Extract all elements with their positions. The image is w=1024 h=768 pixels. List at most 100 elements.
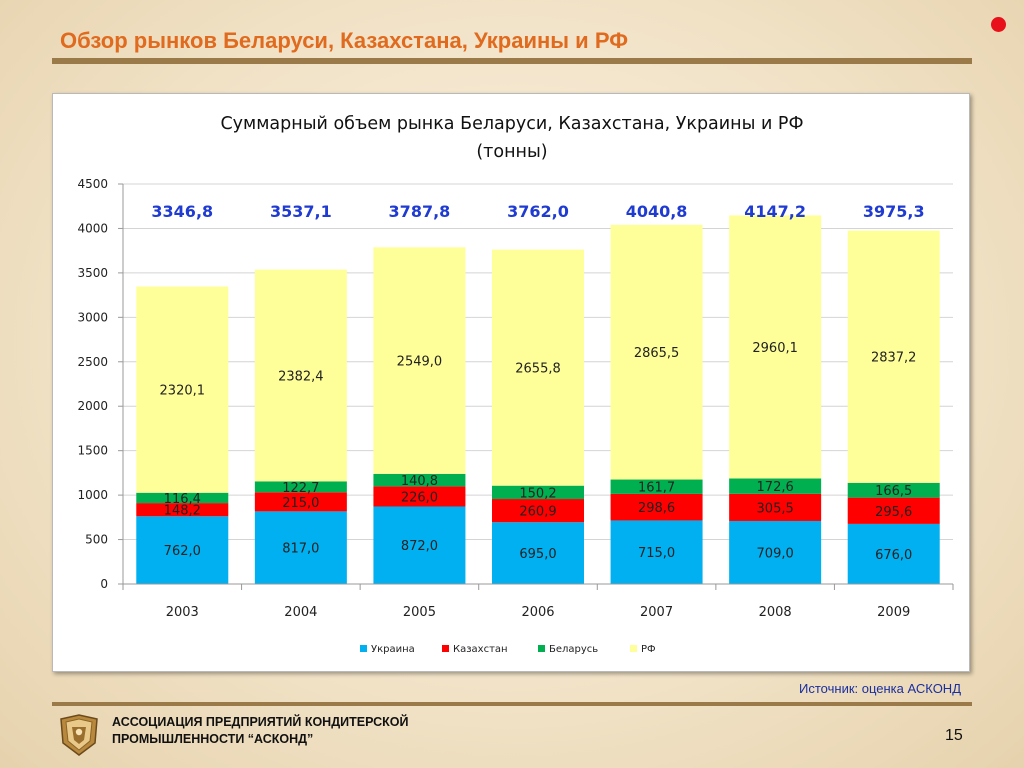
data-label: 817,0	[282, 542, 319, 557]
total-label: 3346,8	[151, 202, 213, 221]
bar-segment	[254, 481, 347, 493]
bar-segment	[373, 473, 466, 487]
data-label: 226,0	[401, 490, 438, 505]
slide-title: Обзор рынков Беларуси, Казахстана, Украи…	[60, 28, 628, 53]
legend-label: РФ	[641, 644, 656, 655]
legend-label: Украина	[371, 644, 415, 655]
bar-segment	[610, 224, 703, 480]
legend: Украина Казахстан Беларусь РФ	[360, 644, 656, 655]
data-label: 172,6	[757, 480, 794, 495]
bar-segment	[373, 486, 466, 507]
bar-segment	[610, 520, 703, 584]
x-tick-label: 2004	[284, 605, 317, 620]
chart-panel: Суммарный объем рынка Беларуси, Казахста…	[52, 93, 970, 672]
y-tick-label: 0	[100, 577, 108, 591]
data-label: 150,2	[519, 486, 556, 501]
y-tick-label: 4500	[77, 177, 108, 191]
legend-label: Казахстан	[453, 644, 508, 655]
bar-segment	[729, 478, 822, 494]
data-label: 2865,5	[634, 346, 680, 361]
total-label: 4040,8	[626, 202, 688, 221]
footer-divider	[52, 702, 972, 706]
data-label: 709,0	[757, 546, 794, 561]
y-tick-label: 1500	[77, 444, 108, 458]
total-label: 3975,3	[863, 202, 925, 221]
data-label: 148,2	[164, 504, 201, 519]
askond-logo-icon	[60, 714, 98, 756]
y-tick-label: 2000	[77, 399, 108, 413]
total-label: 4147,2	[744, 202, 806, 221]
bar-segment	[492, 522, 584, 584]
bar-segment	[847, 523, 940, 584]
y-axis-ticks: 0 500 1000 1500 2000 2500 3000 3500 4000 4500	[77, 177, 124, 591]
x-tick-label: 2003	[166, 605, 199, 620]
data-label: 2960,1	[752, 341, 798, 356]
data-label: 116,4	[164, 492, 201, 507]
x-tick-label: 2008	[759, 605, 792, 620]
bar-segment	[136, 492, 229, 504]
bar-segment	[373, 506, 466, 584]
bar-segment	[136, 516, 229, 584]
bar-segment	[729, 215, 822, 479]
data-label: 695,0	[519, 547, 556, 562]
legend-swatch	[442, 645, 449, 652]
data-label: 260,9	[519, 505, 556, 520]
chart-title-line1: Суммарный объем рынка Беларуси, Казахста…	[220, 114, 803, 134]
bar-segment	[373, 247, 466, 474]
data-label: 295,6	[875, 505, 912, 520]
bar-segment	[729, 520, 822, 584]
footer-org-line2: ПРОМЫШЛЕННОСТИ “АСКОНД”	[112, 732, 314, 746]
bar-segment	[492, 485, 584, 500]
bar-segment	[610, 479, 703, 494]
total-label: 3787,8	[389, 202, 451, 221]
x-tick-label: 2009	[877, 605, 910, 620]
bar-segment	[610, 493, 703, 521]
y-tick-label: 2500	[77, 355, 108, 369]
bars	[136, 215, 940, 584]
x-tick-label: 2006	[521, 605, 554, 620]
total-label: 3762,0	[507, 202, 569, 221]
y-tick-label: 1000	[77, 488, 108, 502]
bar-segment	[136, 503, 229, 517]
y-tick-label: 4000	[77, 221, 108, 235]
bar-segment	[729, 493, 822, 521]
data-label: 122,7	[282, 481, 319, 496]
x-axis: 2003 2004 2005 2006 2007 2008 2009	[122, 583, 954, 620]
bar-segment	[136, 286, 229, 493]
x-tick-label: 2005	[403, 605, 436, 620]
bar-segment	[254, 492, 347, 512]
bar-segment	[847, 497, 940, 524]
data-label: 2320,1	[160, 384, 206, 399]
data-label: 166,5	[875, 484, 912, 499]
y-tick-label: 3000	[77, 310, 108, 324]
bar-segment	[847, 482, 940, 498]
red-dot-marker	[991, 17, 1006, 32]
footer-organization: АССОЦИАЦИЯ ПРЕДПРИЯТИЙ КОНДИТЕРСКОЙ ПРОМ…	[112, 714, 408, 748]
legend-swatch	[360, 645, 367, 652]
data-label: 2549,0	[397, 355, 443, 370]
data-label: 676,0	[875, 548, 912, 563]
y-tick-label: 500	[85, 533, 108, 547]
total-labels: 3346,8 3537,1 3787,8 3762,0 4040,8 4147,2 3975…	[151, 202, 924, 221]
stacked-bar-chart: Суммарный объем рынка Беларуси, Казахста…	[77, 114, 954, 655]
data-label: 872,0	[401, 539, 438, 554]
title-divider	[52, 58, 972, 64]
legend-label: Беларусь	[549, 644, 598, 655]
data-label: 715,0	[638, 546, 675, 561]
data-label: 2655,8	[515, 362, 561, 377]
data-label: 215,0	[282, 496, 319, 511]
bar-segment	[847, 230, 940, 483]
legend-swatch	[538, 645, 545, 652]
total-label: 3537,1	[270, 202, 332, 221]
data-label: 161,7	[638, 481, 675, 496]
page-number: 15	[945, 727, 963, 744]
bar-segment	[492, 499, 584, 523]
source-note: Источник: оценка АСКОНД	[799, 681, 961, 696]
y-tick-label: 3500	[77, 266, 108, 280]
chart-title-line2: (тонны)	[476, 142, 547, 162]
data-label: 298,6	[638, 501, 675, 516]
data-label: 305,5	[757, 501, 794, 516]
data-label: 2837,2	[871, 351, 917, 366]
data-label: 140,8	[401, 474, 438, 489]
